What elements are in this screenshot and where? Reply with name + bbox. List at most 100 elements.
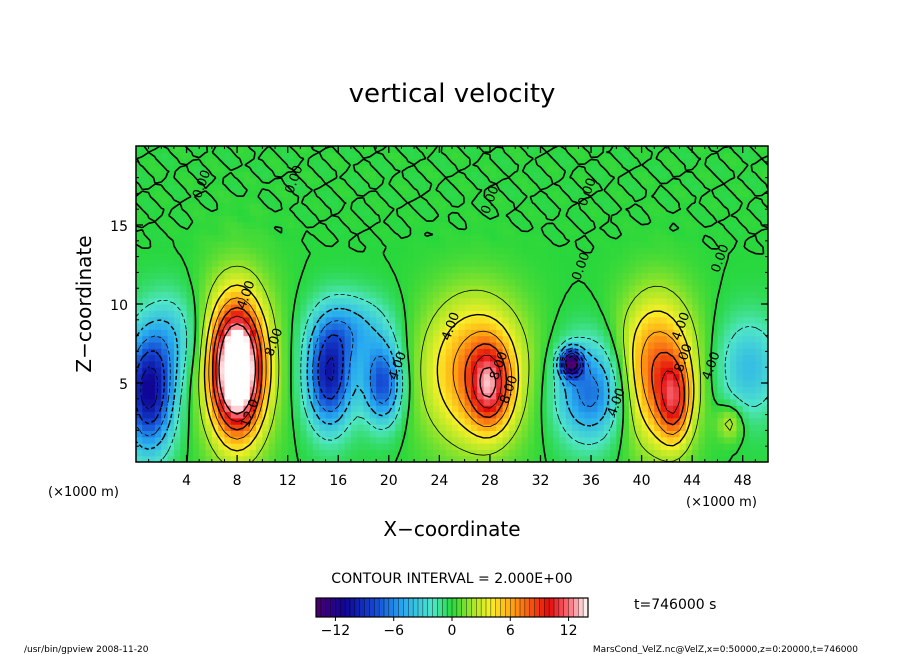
field-cell [489,398,497,406]
field-cell [154,329,162,337]
field-cell [603,424,611,431]
field-cell [470,354,478,362]
field-cell [331,304,339,311]
field-cell [477,190,485,198]
field-cell [502,411,510,419]
field-cell [256,285,263,292]
field-cell [199,228,207,236]
field-cell [376,443,384,450]
field-cell [243,455,251,462]
field-cell [357,392,365,400]
field-cell [717,341,725,349]
field-cell [401,379,409,387]
field-cell [395,316,403,324]
field-cell [426,310,434,318]
field-cell [749,360,756,368]
field-cell [610,373,617,381]
field-cell [331,379,339,387]
field-cell [704,190,712,198]
field-cell [256,398,263,406]
field-cell [331,253,339,261]
field-cell [401,443,409,450]
field-cell [407,215,415,223]
field-cell [572,209,579,217]
field-cell [597,373,605,381]
field-cell [294,443,301,450]
field-cell [660,348,668,356]
field-cell [610,297,617,305]
field-cell [515,285,523,292]
field-cell [300,443,308,450]
field-cell [243,449,251,457]
field-cell [610,291,617,299]
field-cell [439,449,447,457]
field-cell [338,322,346,330]
field-cell [268,221,276,229]
field-cell [414,247,421,255]
field-cell [344,152,352,160]
field-cell [205,259,213,267]
field-cell [730,341,737,349]
field-cell [350,335,358,343]
field-cell [591,158,598,166]
field-cell [508,183,516,191]
field-cell [445,405,453,413]
field-cell [749,183,756,191]
field-cell [698,443,706,450]
field-cell [553,354,561,362]
field-cell [635,348,643,356]
field-cell [534,316,542,324]
field-cell [420,348,428,356]
field-cell [161,158,169,166]
field-cell [711,430,719,438]
field-cell [382,183,390,191]
field-cell [515,190,523,198]
field-cell [496,152,504,160]
field-cell [300,316,308,324]
field-cell [275,209,282,217]
field-cell [173,392,181,400]
field-cell [275,341,282,349]
field-cell [376,449,384,457]
field-cell [742,234,750,242]
field-cell [363,240,371,248]
field-cell [256,215,263,223]
field-cell [205,430,213,438]
field-cell [294,221,301,229]
field-cell [660,177,668,185]
field-cell [572,291,579,299]
field-cell [388,177,396,185]
field-cell [312,228,320,236]
field-cell [458,398,466,406]
field-cell [679,367,687,375]
field-cell [755,360,763,368]
field-cell [527,392,535,400]
field-cell [736,379,744,387]
field-cell [742,405,750,413]
field-cell [161,234,169,242]
field-cell [742,354,750,362]
field-cell [237,297,245,305]
field-cell [199,253,207,261]
field-cell [749,152,756,160]
field-cell [142,424,150,431]
field-cell [388,424,396,431]
field-cell [426,196,434,204]
field-cell [654,196,662,204]
field-cell [243,436,251,444]
field-cell [477,247,485,255]
field-cell [635,367,643,375]
field-cell [458,386,466,394]
field-cell [268,253,276,261]
field-cell [224,215,232,223]
field-cell [660,443,668,450]
field-cell [186,183,194,191]
field-cell [180,449,188,457]
field-cell [445,209,453,217]
field-cell [515,247,523,255]
field-cell [395,405,403,413]
field-cell [401,424,409,431]
field-cell [515,341,523,349]
field-cell [717,228,725,236]
field-cell [414,329,421,337]
